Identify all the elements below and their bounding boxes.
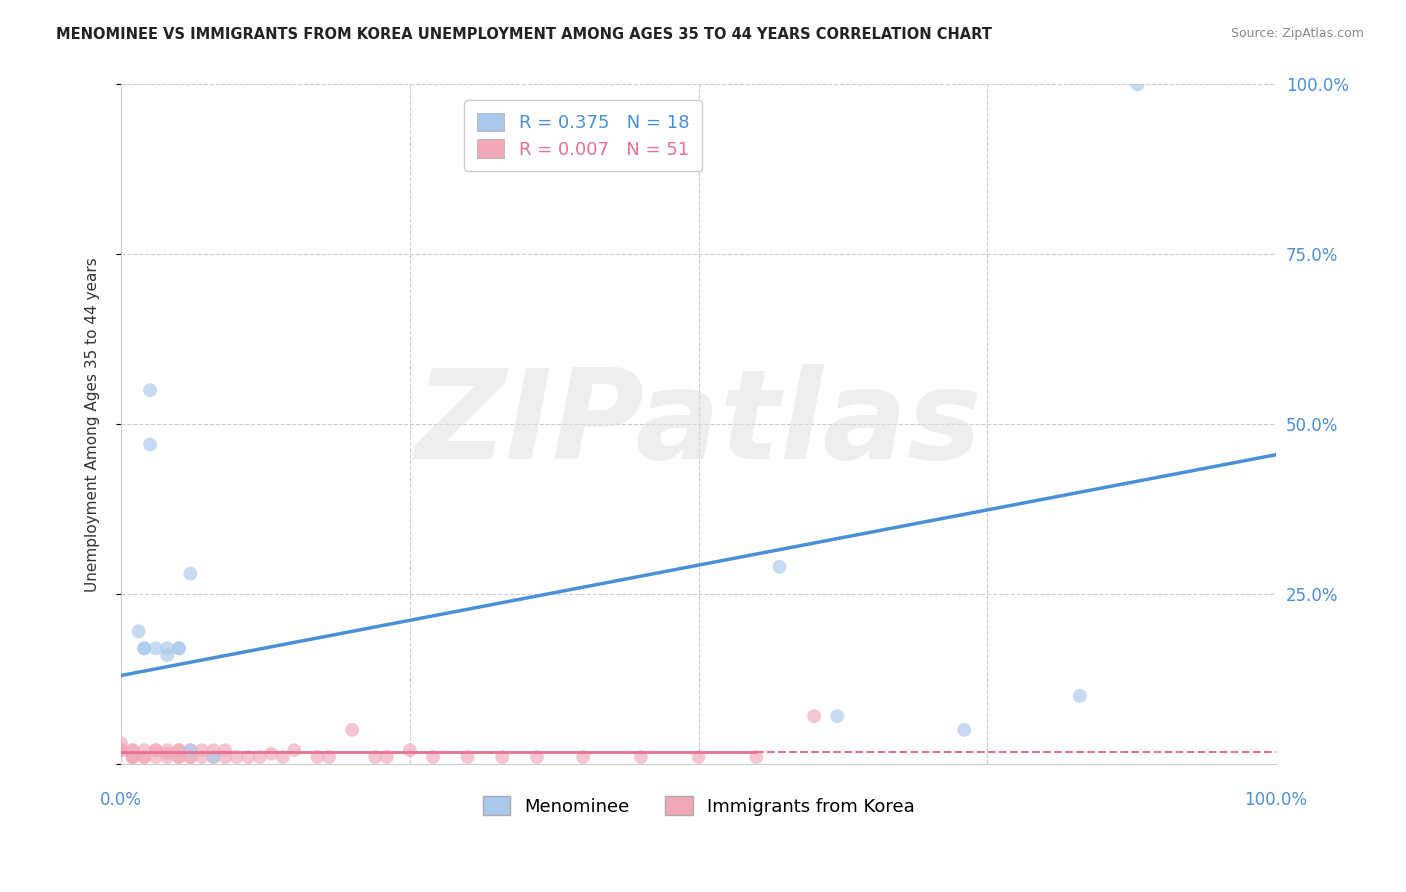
Point (364, 750, 387, 764)
Point (134, 641, 156, 656)
Point (803, 709, 825, 723)
Point (145, 743, 167, 757)
Point (179, 743, 201, 757)
Point (202, 750, 225, 764)
Point (167, 743, 190, 757)
Point (271, 750, 294, 764)
Point (156, 648, 179, 662)
Point (202, 743, 225, 757)
Point (191, 750, 214, 764)
Point (139, 437, 162, 451)
Text: 0.0%: 0.0% (100, 791, 142, 809)
Point (127, 624, 149, 639)
Point (953, 723, 976, 737)
Text: MENOMINEE VS IMMIGRANTS FROM KOREA UNEMPLOYMENT AMONG AGES 35 TO 44 YEARS CORREL: MENOMINEE VS IMMIGRANTS FROM KOREA UNEMP… (56, 27, 993, 42)
Point (688, 750, 710, 764)
Point (156, 750, 179, 764)
Point (399, 743, 422, 757)
Point (572, 750, 595, 764)
Point (167, 750, 190, 764)
Point (630, 750, 652, 764)
Point (167, 641, 190, 656)
Point (134, 750, 156, 764)
Text: 100.0%: 100.0% (1244, 791, 1308, 809)
Point (145, 743, 167, 757)
Point (825, 709, 848, 723)
Point (214, 743, 236, 757)
Point (179, 750, 201, 764)
Point (214, 750, 236, 764)
Point (260, 747, 283, 761)
Point (238, 750, 260, 764)
Point (167, 750, 190, 764)
Point (179, 750, 201, 764)
Point (134, 743, 156, 757)
Legend: Menominee, Immigrants from Korea: Menominee, Immigrants from Korea (475, 789, 922, 822)
Point (422, 750, 444, 764)
Text: ZIPatlas: ZIPatlas (415, 364, 981, 484)
Text: Source: ZipAtlas.com: Source: ZipAtlas.com (1230, 27, 1364, 40)
Point (283, 743, 305, 757)
Point (491, 750, 513, 764)
Point (179, 743, 201, 757)
Point (121, 743, 143, 757)
Point (1069, 689, 1091, 703)
Point (134, 750, 156, 764)
Point (340, 723, 363, 737)
Point (156, 747, 179, 761)
Point (145, 750, 167, 764)
Point (121, 750, 143, 764)
Point (121, 743, 143, 757)
Point (307, 750, 329, 764)
Point (318, 750, 340, 764)
Point (768, 559, 790, 574)
Point (145, 641, 167, 656)
Point (745, 750, 768, 764)
Point (134, 641, 156, 656)
Point (375, 750, 398, 764)
Point (179, 566, 201, 581)
Point (202, 750, 225, 764)
Point (191, 743, 214, 757)
Point (225, 750, 247, 764)
Point (121, 750, 143, 764)
Point (167, 641, 190, 656)
Y-axis label: Unemployment Among Ages 35 to 44 years: Unemployment Among Ages 35 to 44 years (86, 257, 100, 591)
Point (457, 750, 479, 764)
Point (156, 641, 179, 656)
Point (156, 743, 179, 757)
Point (139, 383, 162, 397)
Point (110, 743, 132, 757)
Point (249, 750, 271, 764)
Point (110, 736, 132, 750)
Point (110, 743, 132, 757)
Point (526, 750, 548, 764)
Point (1126, 78, 1149, 92)
Point (167, 743, 190, 757)
Point (121, 750, 143, 764)
